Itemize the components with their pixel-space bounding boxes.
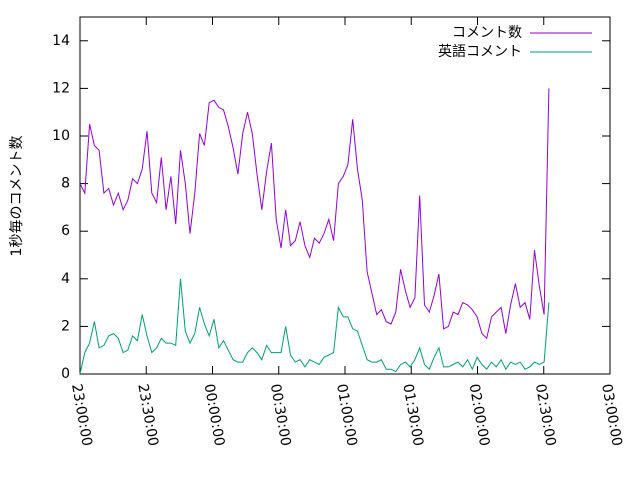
y-tick-label: 2 — [61, 318, 70, 334]
legend-label: 英語コメント — [438, 43, 522, 60]
x-tick-label: 02:30:00 — [532, 383, 559, 448]
series-line — [79, 278, 550, 375]
x-tick-label: 00:30:00 — [267, 383, 294, 448]
plot-border — [79, 16, 611, 375]
x-tick-label: 23:00:00 — [68, 383, 95, 448]
y-tick-label: 6 — [61, 223, 70, 239]
y-tick-label: 12 — [52, 80, 70, 96]
legend-label: コメント数 — [452, 25, 522, 41]
y-tick-label: 14 — [52, 33, 70, 49]
x-tick-label: 01:30:00 — [399, 383, 426, 448]
x-tick-label: 03:00:00 — [598, 383, 625, 448]
x-tick-label: 23:30:00 — [134, 383, 161, 448]
x-tick-label: 02:00:00 — [466, 383, 493, 448]
x-tick-label: 00:00:00 — [201, 383, 228, 448]
y-tick-label: 10 — [52, 128, 70, 144]
y-tick-label: 0 — [61, 366, 70, 382]
y-tick-label: 8 — [61, 176, 70, 192]
x-tick-label: 01:00:00 — [333, 383, 360, 448]
series-line — [79, 88, 550, 340]
y-axis-label: 1秒毎のコメント数 — [9, 136, 25, 257]
y-tick-label: 4 — [61, 271, 70, 287]
